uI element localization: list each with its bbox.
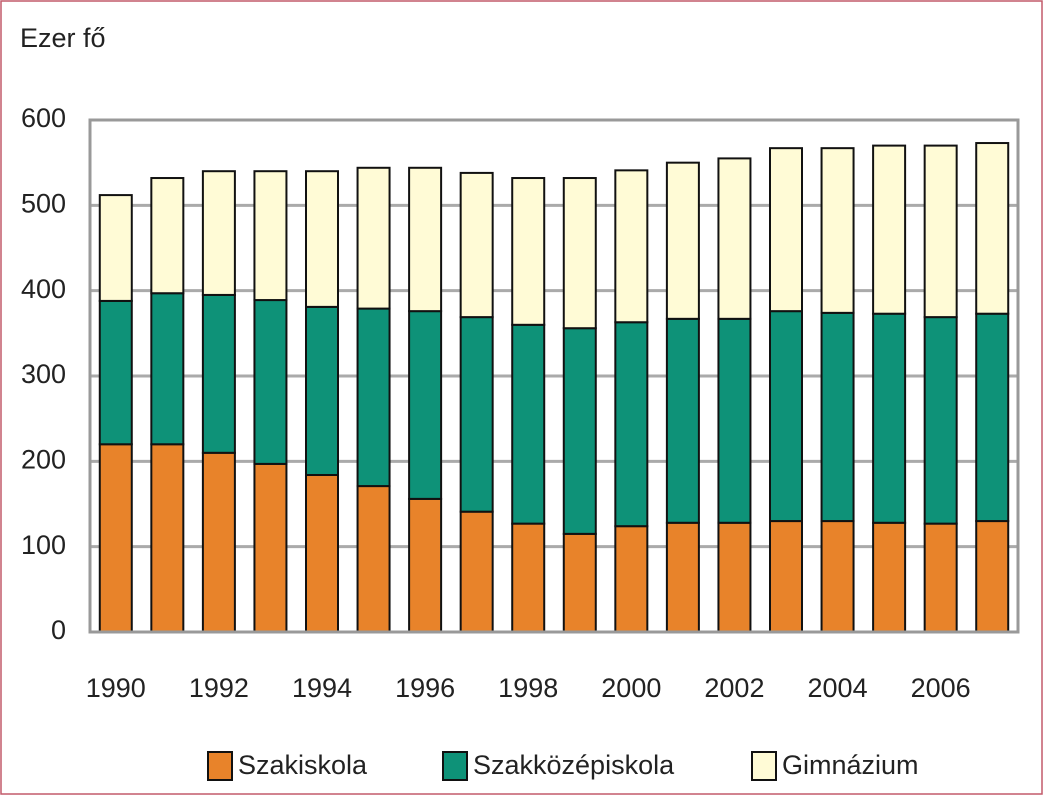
- bar-segment: [717, 521, 752, 633]
- y-axis-label: Ezer fő: [20, 23, 106, 53]
- bar-segment: [614, 525, 649, 633]
- bar-segment: [356, 485, 391, 633]
- bar-segment: [98, 299, 133, 446]
- bar-segment: [253, 462, 288, 634]
- bar-segment: [98, 443, 133, 633]
- legend-label: Gimnázium: [782, 750, 919, 780]
- bar-segment: [872, 144, 907, 315]
- bar-segment: [923, 316, 958, 525]
- x-tick-label: 1994: [292, 673, 352, 703]
- bar-segment: [459, 316, 494, 513]
- bar-segment: [305, 473, 339, 633]
- bar-segment: [769, 310, 803, 523]
- bar-segment: [253, 170, 288, 302]
- y-tick-label: 200: [21, 444, 66, 474]
- x-tick-label: 2004: [808, 673, 868, 703]
- bar-segment: [923, 144, 958, 319]
- bar-segment: [975, 142, 1010, 315]
- plot-border: [88, 118, 1020, 634]
- y-tick-label: 500: [21, 188, 66, 218]
- x-tick-label: 1998: [498, 673, 558, 703]
- bar-segment: [408, 166, 443, 313]
- bar-segment: [820, 147, 855, 314]
- bar-segment: [872, 312, 907, 524]
- y-tick-label: 400: [21, 274, 66, 304]
- bar-segment: [150, 177, 185, 295]
- bar-segment: [305, 305, 339, 476]
- bar-segment: [459, 510, 494, 633]
- bar-segment: [201, 293, 236, 454]
- x-tick-label: 1996: [395, 673, 455, 703]
- bar-segment: [872, 521, 907, 633]
- legend-label: Szakközépiskola: [473, 750, 675, 780]
- legend-label: Szakiskola: [238, 750, 368, 780]
- legend-swatch: [207, 751, 233, 781]
- bar-segment: [665, 317, 700, 524]
- bar-segment: [201, 170, 236, 296]
- bar-segment: [975, 312, 1010, 523]
- bar-segment: [201, 451, 236, 633]
- bar-segment: [769, 520, 803, 633]
- y-tick-label: 600: [21, 103, 66, 133]
- legend-swatch: [751, 751, 777, 781]
- bar-segment: [356, 307, 391, 488]
- bar-segment: [150, 292, 185, 446]
- bar-segment: [562, 532, 597, 633]
- bar-segment: [305, 170, 339, 308]
- bar-segment: [820, 520, 855, 633]
- x-tick-label: 2006: [911, 673, 971, 703]
- bar-segment: [665, 521, 700, 633]
- y-tick-label: 300: [21, 359, 66, 389]
- y-tick-label: 100: [21, 530, 66, 560]
- bar-segment: [923, 522, 958, 633]
- bar-segment: [820, 311, 855, 523]
- bar-segment: [614, 169, 649, 324]
- bar-segment: [614, 321, 649, 528]
- bar-segment: [665, 161, 700, 320]
- bar-segment: [562, 177, 597, 330]
- bar-segment: [562, 327, 597, 535]
- x-tick-label: 2000: [601, 673, 661, 703]
- bar-segment: [408, 310, 443, 500]
- bar-segment: [717, 157, 752, 320]
- bar-segment: [253, 299, 288, 465]
- bar-segment: [511, 522, 546, 633]
- bar-segment: [150, 443, 185, 633]
- bar-segment: [975, 520, 1010, 633]
- x-tick-label: 1992: [189, 673, 249, 703]
- bar-segment: [356, 166, 391, 310]
- bar-segment: [98, 194, 133, 302]
- bar-segment: [459, 171, 494, 319]
- bar-segment: [769, 147, 803, 313]
- bar-segment: [511, 323, 546, 525]
- x-tick-label: 1990: [86, 673, 146, 703]
- legend-swatch: [442, 751, 468, 781]
- bar-segment: [717, 317, 752, 524]
- y-tick-label: 0: [51, 615, 66, 645]
- bar-segment: [408, 497, 443, 633]
- bar-segment: [511, 177, 546, 326]
- x-tick-label: 2002: [704, 673, 764, 703]
